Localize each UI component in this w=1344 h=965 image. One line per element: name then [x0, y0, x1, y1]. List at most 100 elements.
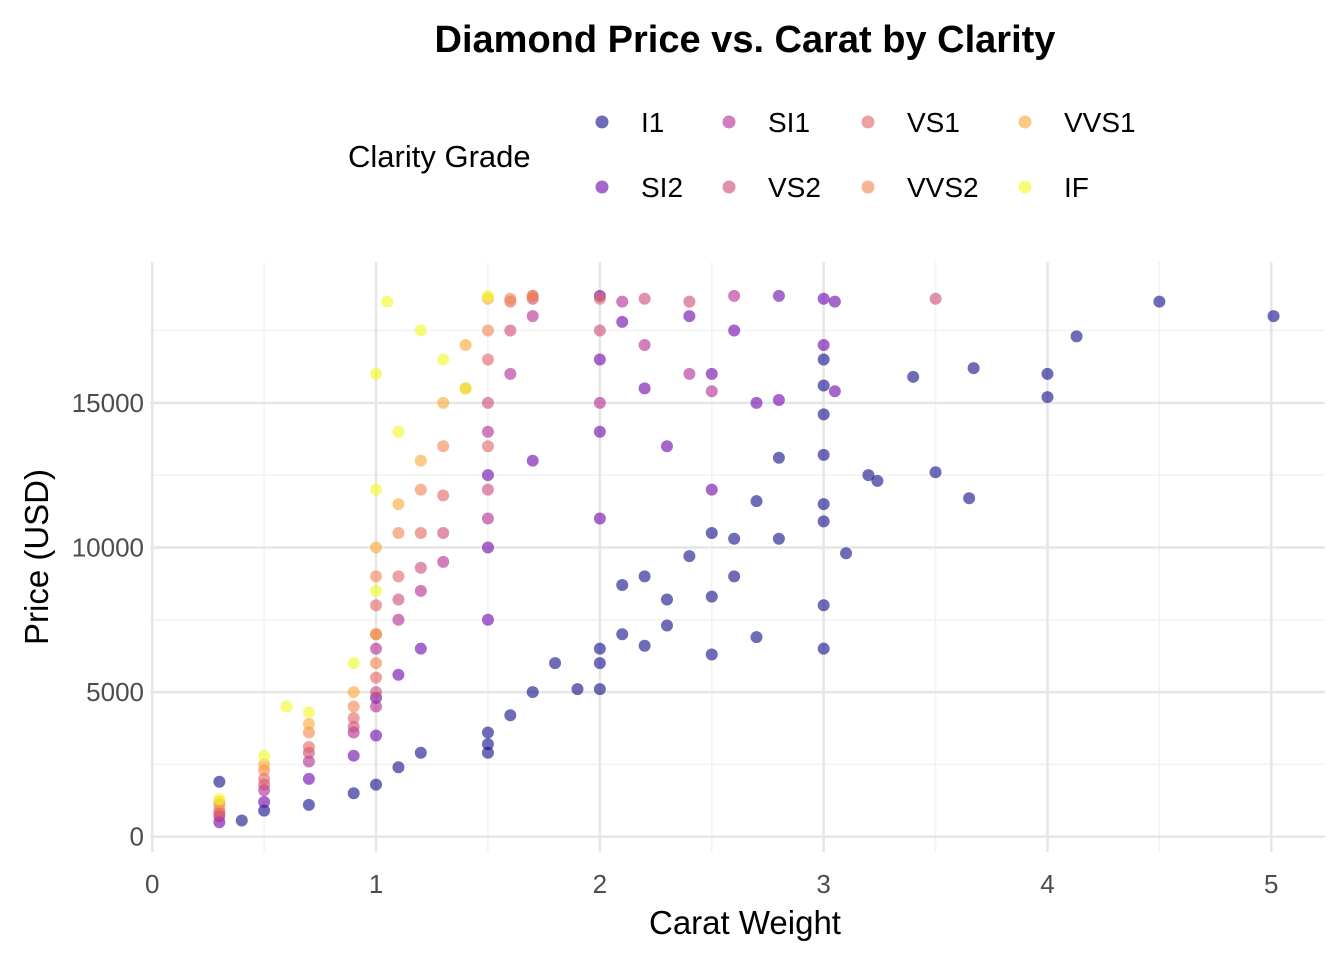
legend-swatch	[595, 180, 609, 194]
point-vvs1	[437, 396, 450, 409]
point-i1	[683, 550, 696, 563]
point-i1	[728, 570, 741, 583]
point-vs2	[347, 720, 360, 733]
point-i1	[772, 532, 785, 545]
point-si1	[638, 339, 651, 352]
x-axis-label: Carat Weight	[649, 904, 841, 941]
point-i1	[302, 798, 315, 811]
point-i1	[1070, 330, 1083, 343]
point-vvs1	[414, 454, 427, 467]
x-tick-label: 1	[369, 869, 383, 899]
point-si2	[638, 382, 651, 395]
point-si2	[817, 339, 830, 352]
point-vs1	[370, 671, 383, 684]
point-vvs2	[302, 726, 315, 739]
point-i1	[638, 570, 651, 583]
point-vs1	[347, 712, 360, 725]
point-vs2	[683, 295, 696, 308]
point-vvs1	[258, 758, 271, 771]
legend-swatch	[1018, 115, 1032, 129]
point-i1	[728, 532, 741, 545]
point-if	[302, 706, 315, 719]
point-vvs1	[459, 339, 472, 352]
legend-label: VVS1	[1064, 107, 1136, 138]
point-si1	[481, 512, 494, 525]
point-if	[381, 295, 394, 308]
point-i1	[549, 657, 562, 670]
point-si2	[772, 289, 785, 302]
tick-labels: 0 1 2 3 4 5 0 5000 10000 15000	[72, 388, 1279, 899]
point-si1	[437, 555, 450, 568]
legend-swatch	[722, 180, 736, 194]
point-i1	[840, 547, 853, 560]
point-vvs2	[370, 570, 383, 583]
legend-swatch	[1018, 180, 1032, 194]
point-i1	[258, 804, 271, 817]
point-i1	[929, 466, 942, 479]
point-i1	[1153, 295, 1166, 308]
point-si1	[593, 396, 606, 409]
point-si2	[481, 613, 494, 626]
point-si2	[772, 393, 785, 406]
point-si2	[661, 440, 673, 453]
legend-swatch	[722, 115, 736, 129]
point-i1	[526, 686, 539, 699]
point-i1	[414, 746, 427, 759]
point-i1	[817, 515, 830, 528]
point-si1	[705, 385, 718, 398]
point-vs1	[481, 440, 494, 453]
legend-swatch	[595, 115, 609, 129]
point-if	[481, 289, 494, 302]
point-i1	[481, 726, 494, 739]
point-i1	[661, 619, 673, 632]
point-i1	[638, 639, 651, 652]
point-i1	[571, 683, 584, 696]
point-si2	[616, 315, 629, 328]
point-si2	[481, 541, 494, 554]
point-i1	[817, 408, 830, 421]
point-vvs1	[392, 498, 405, 511]
point-si1	[683, 367, 696, 380]
point-vvs1	[370, 628, 383, 641]
point-si2	[828, 295, 841, 308]
point-if	[213, 793, 226, 806]
point-vs1	[437, 489, 450, 502]
y-tick-label: 5000	[86, 677, 144, 707]
point-vs1	[302, 741, 315, 754]
x-tick-label: 3	[816, 869, 830, 899]
point-si1	[302, 755, 315, 768]
point-si1	[526, 310, 539, 323]
point-si2	[258, 795, 271, 808]
y-axis-label: Price (USD)	[18, 469, 55, 645]
point-i1	[862, 469, 875, 482]
point-i1	[817, 599, 830, 612]
point-si2	[728, 324, 741, 337]
legend-title: Clarity Grade	[348, 139, 531, 174]
point-vs2	[481, 396, 494, 409]
point-i1	[705, 590, 718, 603]
point-si2	[302, 772, 315, 785]
legend-item-vvs2: VVS2	[861, 172, 979, 203]
point-i1	[963, 492, 976, 505]
point-i1	[347, 787, 360, 800]
point-i1	[481, 746, 494, 759]
point-vs1	[370, 599, 383, 612]
point-si2	[828, 385, 841, 398]
point-vs1	[258, 772, 271, 785]
legend-label: VVS2	[907, 172, 979, 203]
point-si2	[414, 642, 427, 655]
point-si1	[414, 584, 427, 597]
legend-item-i1: I1	[595, 107, 664, 138]
point-i1	[504, 709, 517, 722]
point-vvs2	[392, 526, 405, 539]
point-si1	[392, 613, 405, 626]
point-i1	[705, 648, 718, 661]
point-i1	[750, 495, 763, 508]
point-si1	[370, 642, 383, 655]
point-vvs1	[302, 717, 315, 730]
point-i1	[1267, 310, 1280, 323]
point-i1	[661, 593, 673, 606]
point-vvs1	[347, 686, 360, 699]
point-if	[370, 584, 383, 597]
legend-swatch	[861, 180, 875, 194]
